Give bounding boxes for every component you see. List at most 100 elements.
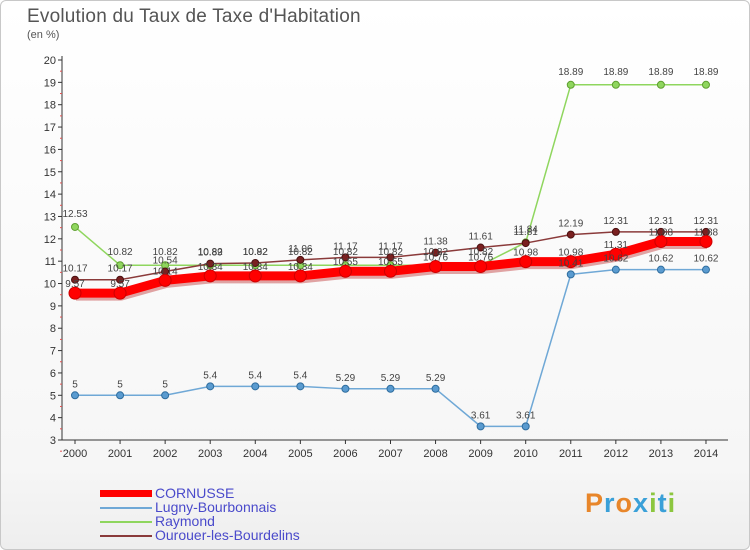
data-label: 11.31: [604, 240, 629, 251]
data-point: [341, 384, 350, 393]
data-point: [116, 391, 125, 400]
y-tick-label: 7: [50, 346, 56, 358]
data-label: 12.19: [558, 219, 583, 230]
data-label: 5: [117, 379, 123, 390]
data-label: 10.62: [603, 254, 628, 265]
data-label: 10.17: [62, 264, 87, 275]
data-label: 3.61: [471, 410, 491, 421]
legend-item-ourouer-les-bourdelins: Ourouer-les-Bourdelins: [100, 527, 360, 544]
y-tick-label: 6: [50, 368, 56, 380]
data-label: 11.17: [378, 241, 403, 252]
data-label: 10.82: [288, 247, 313, 258]
data-label: 3.61: [516, 410, 536, 421]
data-label: 10.76: [423, 253, 448, 264]
x-tick-label: 2001: [108, 448, 132, 460]
data-label: 10.82: [108, 247, 133, 258]
x-tick-label: 2010: [513, 448, 537, 460]
data-label: 18.89: [693, 67, 718, 78]
data-point: [383, 264, 397, 278]
y-tick-label: 13: [44, 211, 56, 223]
data-label: 11.88: [649, 228, 674, 239]
data-label: 18.89: [558, 67, 583, 78]
data-label: 10.82: [468, 247, 493, 258]
data-point: [68, 286, 82, 300]
data-point: [116, 261, 125, 270]
data-point: [566, 230, 575, 239]
data-point: [296, 382, 305, 391]
y-tick-label: 4: [50, 413, 56, 425]
data-point: [564, 255, 578, 269]
y-tick-label: 19: [44, 77, 56, 89]
data-point: [476, 422, 485, 431]
data-label: 12.53: [62, 209, 87, 220]
data-label: 18.89: [648, 67, 673, 78]
data-label: 5.4: [203, 370, 217, 381]
data-label: 5: [72, 379, 78, 390]
x-tick-label: 2012: [604, 448, 628, 460]
chart-title: Evolution du Taux de Taxe d'Habitation: [27, 6, 361, 27]
data-label: 10.82: [333, 247, 358, 258]
data-label: 10.55: [333, 257, 358, 268]
legend-swatch: [100, 535, 152, 537]
data-label: 10.54: [153, 255, 178, 266]
data-point: [203, 269, 217, 283]
data-point: [429, 260, 443, 274]
logo-letter: x: [633, 488, 650, 518]
data-label: 10.76: [468, 253, 493, 264]
y-tick-label: 10: [44, 279, 56, 291]
data-point: [206, 382, 215, 391]
data-label: 5.29: [336, 373, 356, 384]
x-tick-label: 2005: [288, 448, 312, 460]
x-tick-label: 2014: [694, 448, 718, 460]
data-label: 10.14: [153, 266, 178, 277]
data-label: 11.38: [423, 237, 448, 248]
logo-letter: P: [585, 488, 605, 518]
y-tick-label: 9: [50, 301, 56, 313]
logo-letter: r: [604, 488, 616, 518]
data-point: [251, 258, 260, 267]
data-label: 10.82: [378, 247, 403, 258]
data-label: 10.82: [423, 247, 448, 258]
y-tick-label: 8: [50, 323, 56, 335]
data-point: [158, 273, 172, 287]
data-point: [566, 270, 575, 279]
data-point: [386, 253, 395, 262]
x-tick-label: 2013: [649, 448, 673, 460]
data-label: 12.31: [603, 216, 628, 227]
series-line-raymond: [74, 84, 706, 266]
data-label: 5.4: [293, 370, 307, 381]
data-label: 10.17: [108, 264, 133, 275]
data-label: 5.29: [381, 373, 401, 384]
x-tick-label: 2009: [468, 448, 492, 460]
data-point: [341, 253, 350, 262]
data-point: [431, 248, 440, 257]
legend-label: Ourouer-les-Bourdelins: [155, 527, 300, 543]
data-label: 10.98: [558, 248, 583, 259]
data-label: 10.62: [648, 254, 673, 265]
data-point: [338, 264, 352, 278]
data-point: [521, 239, 530, 248]
x-tick-label: 2007: [378, 448, 402, 460]
data-point: [476, 243, 485, 252]
y-tick-label: 15: [44, 167, 56, 179]
data-point: [71, 391, 79, 400]
y-tick-label: 3: [50, 435, 56, 447]
y-tick-label: 12: [44, 234, 56, 246]
data-label: 10.92: [243, 247, 268, 258]
data-label: 10.98: [513, 248, 538, 259]
data-label: 18.89: [603, 67, 628, 78]
data-label: 11.61: [468, 232, 493, 243]
data-point: [113, 286, 127, 300]
data-point: [251, 382, 260, 391]
data-label: 12.31: [648, 216, 673, 227]
legend-label: Lugny-Bourbonnais: [155, 499, 277, 515]
data-point: [71, 275, 79, 284]
y-tick-label: 5: [50, 390, 56, 402]
data-label: 10.82: [243, 247, 268, 258]
data-point: [293, 269, 307, 283]
legend-swatch: [100, 521, 152, 523]
chart-subtitle: (en %): [27, 29, 60, 41]
data-label: 11.17: [333, 241, 358, 252]
logo-letter: i: [667, 488, 677, 518]
